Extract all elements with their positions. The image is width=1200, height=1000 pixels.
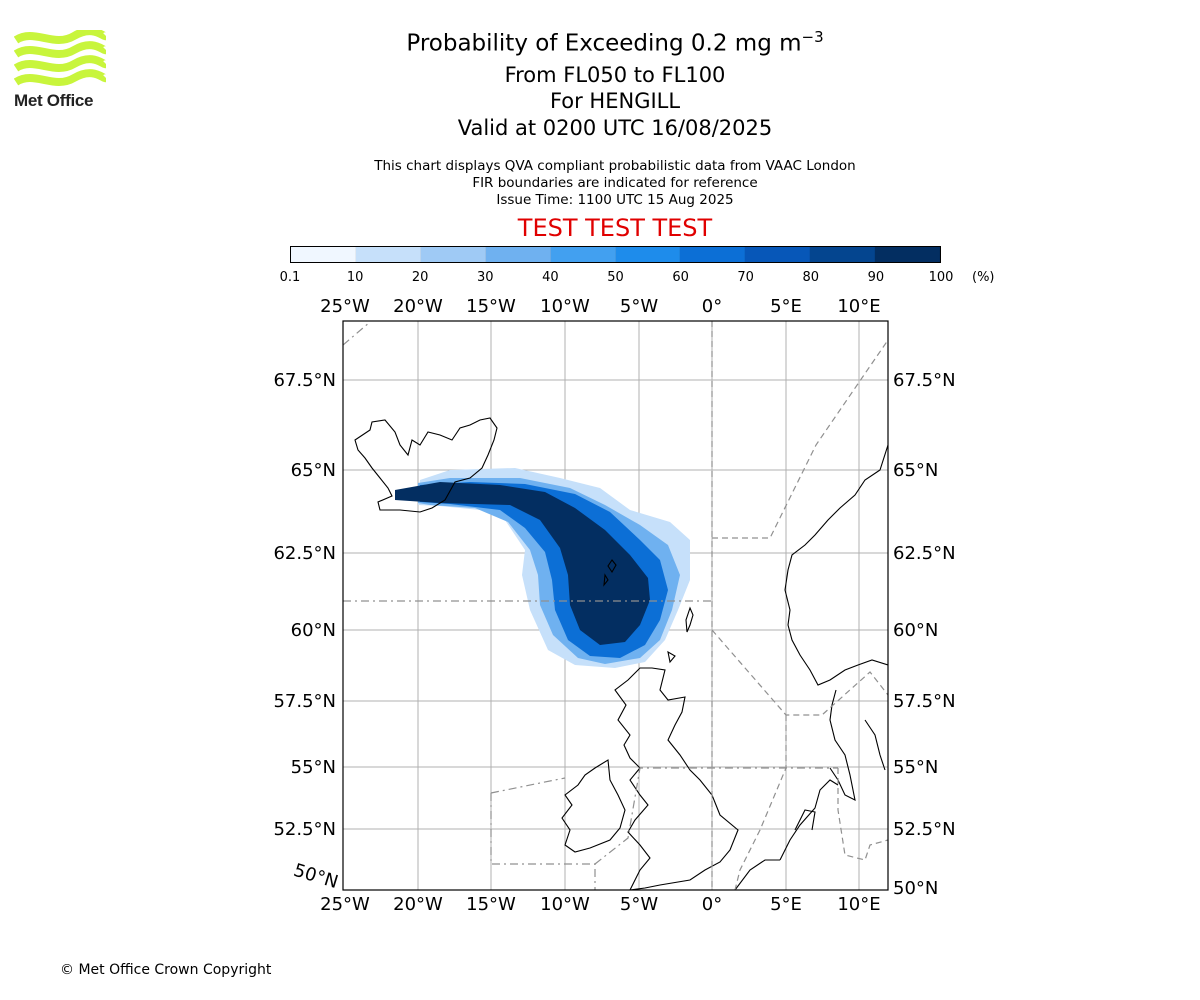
colorbar-segment (550, 247, 616, 262)
lat-label-corner: 50°N (291, 860, 341, 893)
lat-label-left: 60°N (291, 620, 336, 641)
colorbar-segment (355, 247, 421, 262)
colorbar-segment (875, 247, 941, 262)
lon-label-bottom: 15°W (466, 894, 516, 915)
colorbar-segment (420, 247, 486, 262)
lat-label-left: 67.5°N (273, 370, 336, 391)
volcano-name: For HENGILL (549, 89, 681, 113)
lat-label-left: 55°N (291, 757, 336, 778)
subtitle-description: This chart displays QVA compliant probab… (374, 158, 856, 174)
colorbar-segment (745, 247, 811, 262)
met-office-logo-icon (14, 30, 106, 86)
lat-label-right: 67.5°N (893, 370, 956, 391)
colorbar-segment (810, 247, 876, 262)
lon-label-top: 15°W (466, 296, 516, 317)
colorbar-tick-label: 0.1 (279, 270, 301, 285)
lon-label-bottom: 5°W (620, 894, 658, 915)
lat-label-left: 62.5°N (273, 543, 336, 564)
lon-label-top: 10°E (837, 296, 880, 317)
chart-title-text: Probability of Exceeding 0.2 mg m (406, 30, 802, 57)
colorbar-segment (680, 247, 746, 262)
lon-label-top: 20°W (393, 296, 443, 317)
lon-label-bottom: 10°W (540, 894, 590, 915)
colorbar-tick-label: 80 (802, 270, 820, 285)
lon-label-bottom: 10°E (837, 894, 880, 915)
copyright-notice: © Met Office Crown Copyright (60, 962, 272, 978)
ireland-coast (561, 759, 626, 853)
colorbar-tick-label: 50 (607, 270, 624, 285)
issue-time: Issue Time: 1100 UTC 15 Aug 2025 (496, 192, 734, 208)
lon-label-top: 0° (702, 296, 722, 317)
lon-label-top: 25°W (320, 296, 370, 317)
lat-label-left: 52.5°N (273, 819, 336, 840)
lon-label-bottom: 5°E (770, 894, 802, 915)
colorbar-tick-label: 60 (672, 270, 689, 285)
lat-label-right: 57.5°N (893, 691, 956, 712)
colorbar-tick-label: 10 (346, 270, 364, 285)
lat-label-right: 62.5°N (893, 543, 956, 564)
lat-label-right: 60°N (893, 620, 938, 641)
lon-label-top: 10°W (540, 296, 590, 317)
lon-label-top: 5°W (620, 296, 658, 317)
colorbar-tick-label: 100 (928, 270, 954, 285)
logo-text: Met Office (14, 91, 94, 110)
lon-label-bottom: 25°W (320, 894, 370, 915)
subtitle-fir-note: FIR boundaries are indicated for referen… (472, 175, 758, 191)
chart-title: Probability of Exceeding 0.2 mg m−3 (0, 28, 1200, 57)
valid-time: Valid at 0200 UTC 16/08/2025 (457, 116, 773, 140)
lat-label-left: 65°N (291, 460, 336, 481)
lon-label-bottom: 20°W (393, 894, 443, 915)
colorbar-tick-label: 20 (411, 270, 429, 285)
lat-label-left: 57.5°N (273, 691, 336, 712)
flight-level-range: From FL050 to FL100 (504, 63, 726, 87)
denmark-coast (829, 689, 856, 801)
lon-label-bottom: 0° (702, 894, 722, 915)
chart-title-exponent: −3 (801, 28, 824, 46)
colorbar-tick-label: 70 (737, 270, 754, 285)
colorbar-tick-label: 40 (542, 270, 559, 285)
probability-colorbar (290, 246, 941, 263)
norway-coast (784, 444, 888, 686)
ash-plume (395, 468, 690, 668)
colorbar-segment (291, 247, 356, 262)
test-banner: TEST TEST TEST (517, 214, 713, 242)
iceland-coast (354, 417, 498, 513)
lat-label-right: 52.5°N (893, 819, 956, 840)
lat-label-right: 50°N (893, 878, 938, 899)
plume-level-4 (395, 482, 650, 645)
colorbar-segment (615, 247, 681, 262)
colorbar-segment (485, 247, 551, 262)
colorbar-tick-label: 90 (867, 270, 885, 285)
lat-label-right: 65°N (893, 460, 938, 481)
map-frame (342, 320, 889, 891)
fir-boundaries (343, 321, 888, 890)
coastlines (354, 417, 888, 890)
colorbar-unit: (%) (972, 270, 995, 285)
colorbar-tick-label: 30 (477, 270, 494, 285)
lat-label-right: 55°N (893, 757, 938, 778)
lon-label-top: 5°E (770, 296, 802, 317)
great-britain-coast (614, 667, 739, 890)
